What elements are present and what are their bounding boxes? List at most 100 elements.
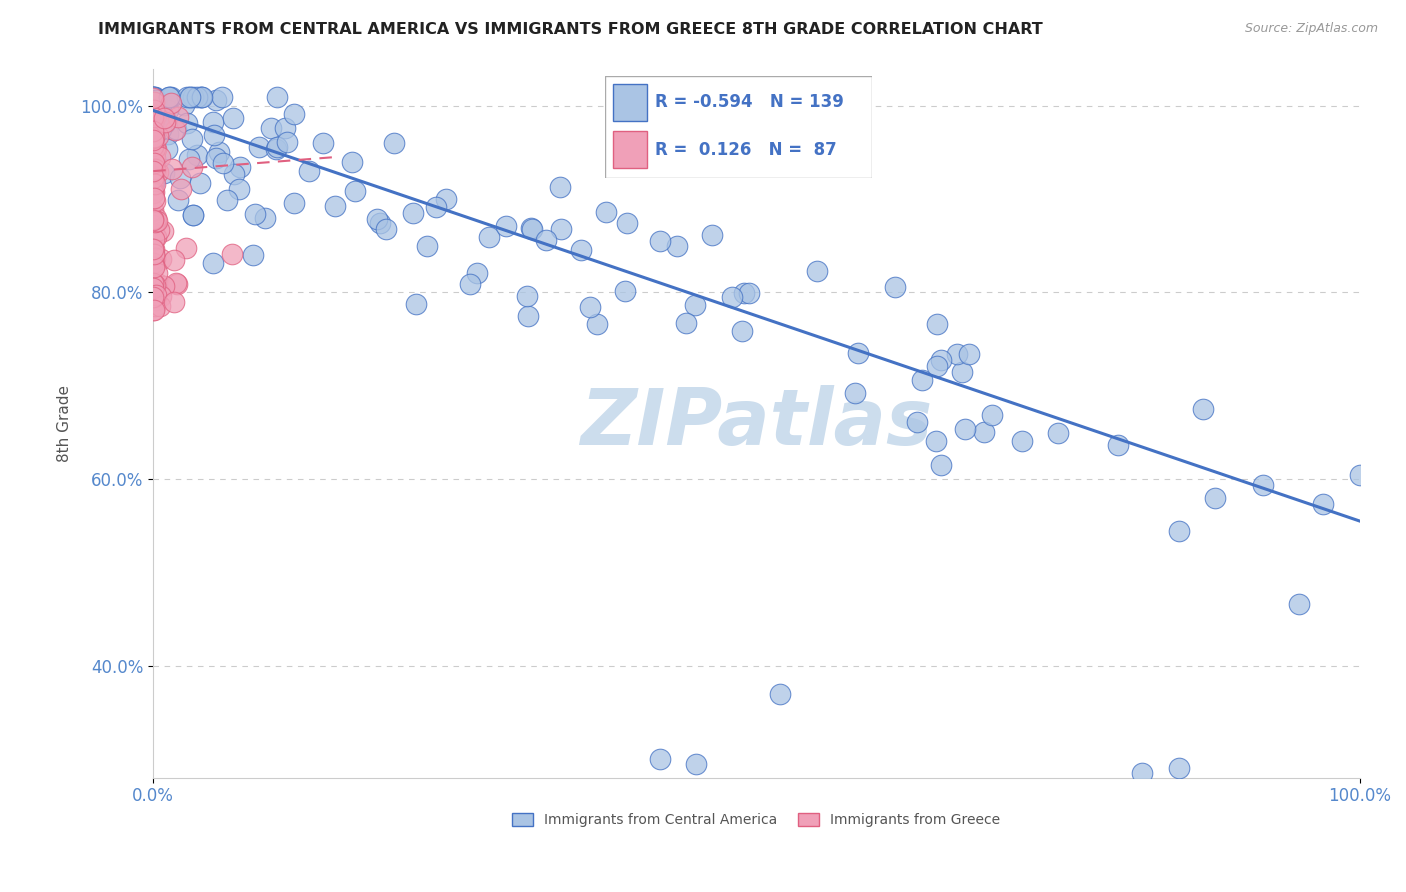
Point [142,218,165,232]
Point [675,316,697,330]
Point [153,279,176,293]
Point [165,122,187,136]
Point [153,112,176,126]
Point [153,115,176,129]
Point [222,167,245,181]
Point [159,95,181,110]
Point [243,207,266,221]
Point [150,121,173,136]
Point [142,202,165,217]
Point [467,266,489,280]
Text: IMMIGRANTS FROM CENTRAL AMERICA VS IMMIGRANTS FROM GREECE 8TH GRADE CORRELATION : IMMIGRANTS FROM CENTRAL AMERICA VS IMMIG… [98,22,1043,37]
Point [586,318,609,332]
Point [266,89,288,103]
Point [145,154,167,169]
Point [222,111,245,125]
Point [148,222,170,236]
Point [142,139,165,153]
Point [150,106,173,120]
Point [204,151,226,165]
Point [260,120,283,135]
Point [149,289,172,303]
Point [1204,491,1226,505]
Point [142,156,165,170]
Point [595,205,617,219]
Point [683,297,706,311]
Point [153,166,176,180]
Point [550,221,572,235]
Point [142,185,165,199]
Point [142,277,165,291]
Point [522,222,544,236]
Point [142,302,165,317]
Point [846,346,869,360]
Point [229,160,252,174]
Point [1046,425,1069,440]
Point [167,193,190,207]
Point [146,277,169,291]
Point [700,228,723,243]
Point [149,150,172,164]
Point [276,135,298,149]
Point [142,138,165,153]
FancyBboxPatch shape [613,131,647,168]
Point [142,177,165,191]
Point [215,193,238,207]
Point [143,131,166,145]
Point [190,89,212,103]
Point [384,136,406,150]
Point [221,247,243,261]
Point [142,133,165,147]
Point [142,91,165,105]
Point [142,163,165,178]
Point [142,191,165,205]
Text: R = -0.594   N = 139: R = -0.594 N = 139 [655,94,844,112]
Point [519,220,541,235]
Point [142,242,165,256]
Point [340,154,363,169]
Point [159,89,181,103]
Point [927,359,949,373]
Point [925,318,948,332]
Point [201,115,224,129]
Point [142,130,165,145]
Point [190,89,212,103]
Point [145,120,167,134]
Point [142,277,165,291]
Point [425,200,447,214]
Point [167,110,190,124]
Point [201,256,224,270]
Point [1130,765,1153,780]
Point [208,145,231,159]
Point [176,116,198,130]
Point [142,256,165,270]
Point [298,164,321,178]
Point [980,408,1002,422]
Point [616,216,638,230]
Point [478,230,501,244]
Point [176,241,198,255]
Point [176,89,198,103]
Point [1107,438,1129,452]
Point [931,353,953,368]
Point [186,147,208,161]
Point [205,93,228,107]
Point [181,160,204,174]
Point [202,128,225,143]
Point [211,156,233,170]
Point [142,232,165,246]
Point [145,211,167,226]
Point [155,115,177,129]
Point [142,89,165,103]
Point [142,290,165,304]
Point [181,89,204,103]
Point [143,161,166,176]
FancyBboxPatch shape [613,84,647,121]
Point [247,140,270,154]
Point [312,136,335,150]
Point [142,260,165,274]
Point [188,177,211,191]
Point [685,756,707,771]
Point [973,425,995,439]
Point [242,248,264,262]
